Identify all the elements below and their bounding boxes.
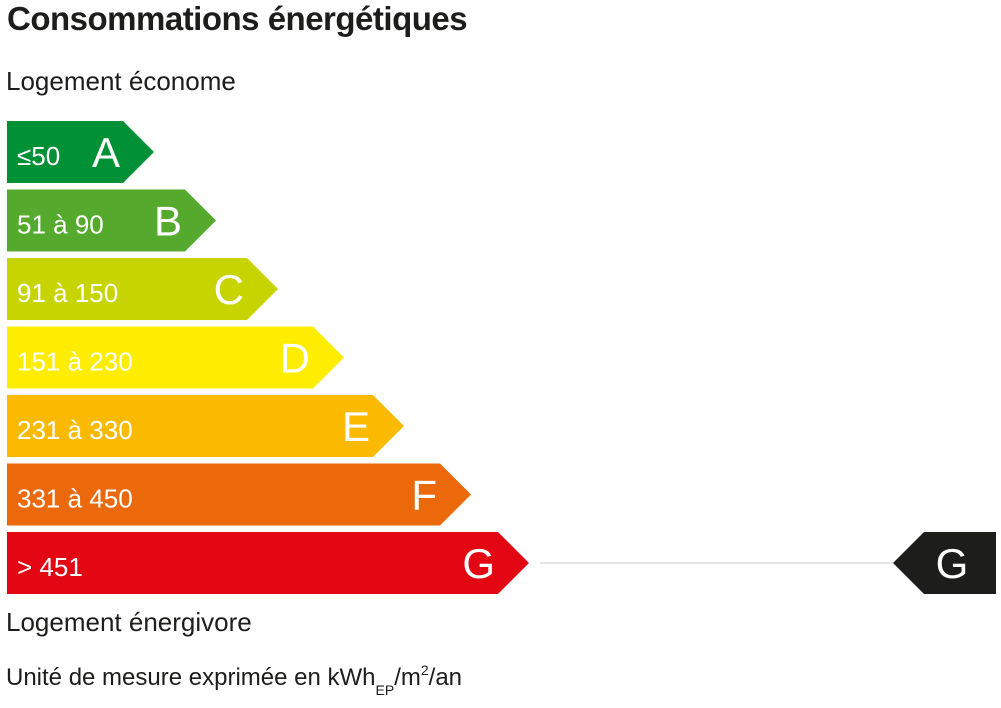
energy-class-a: ≤50 A [7, 121, 154, 183]
energy-class-range: 151 à 230 [17, 347, 133, 377]
energy-class-bar [7, 326, 344, 389]
energy-class-letter: D [280, 335, 310, 382]
energy-class-range: 331 à 450 [17, 484, 133, 514]
indicator-shape [893, 532, 996, 594]
energy-class-bar [7, 258, 278, 320]
energy-class-bar [7, 463, 471, 526]
current-class-indicator: G [893, 532, 996, 594]
energy-class-range: ≤50 [17, 141, 60, 171]
energy-class-letter: F [411, 472, 437, 519]
energy-class-letter: E [342, 403, 370, 450]
energy-class-letter: G [462, 540, 495, 587]
energy-class-range: 91 à 150 [17, 278, 118, 308]
energy-class-g: > 451 G [7, 532, 529, 594]
energy-class-bar [7, 189, 216, 252]
energy-class-d: 151 à 230 D [7, 326, 344, 389]
indicator-letter: G [936, 540, 969, 587]
energy-class-range: 231 à 330 [17, 415, 133, 445]
energy-class-range: 51 à 90 [17, 210, 104, 240]
label-energy-intensive: Logement énergivore [6, 607, 252, 637]
energy-class-bar [7, 121, 154, 183]
energy-class-letter: B [154, 198, 182, 245]
label-economical: Logement économe [6, 66, 236, 96]
energy-class-bar [7, 395, 404, 457]
energy-class-bar [7, 532, 529, 594]
unit-of-measure: Unité de mesure exprimée en kWhEP/m2/an [6, 662, 463, 698]
energy-class-c: 91 à 150 C [7, 258, 278, 320]
energy-class-e: 231 à 330 E [7, 395, 404, 457]
energy-class-letter: C [214, 266, 244, 313]
energy-class-letter: A [92, 129, 120, 176]
energy-class-f: 331 à 450 F [7, 463, 471, 526]
energy-class-range: > 451 [17, 552, 83, 582]
page-title: Consommations énergétiques [7, 0, 468, 37]
energy-class-b: 51 à 90 B [7, 189, 216, 252]
